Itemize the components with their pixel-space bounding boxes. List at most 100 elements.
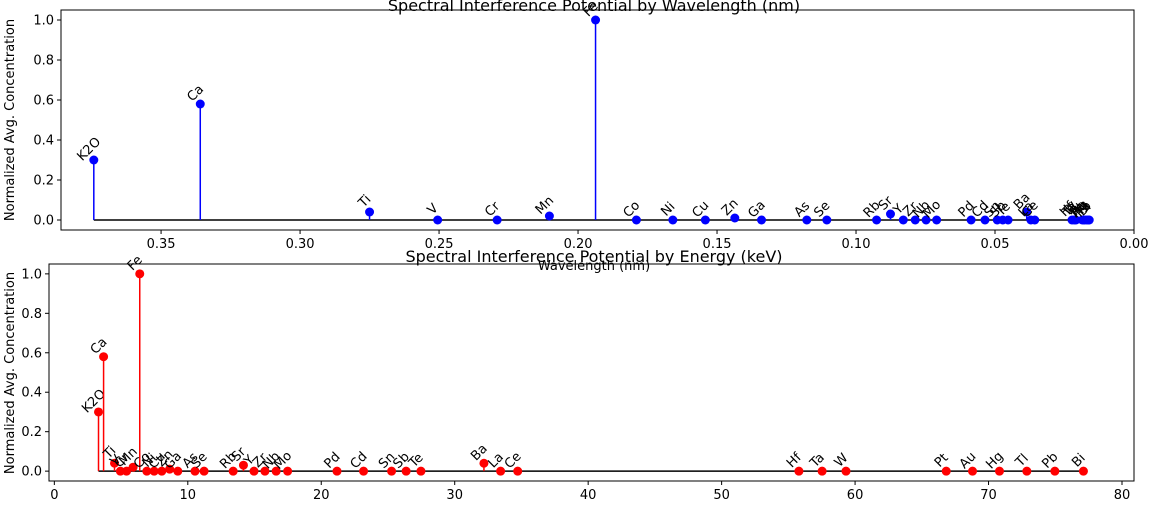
stem-marker <box>700 215 710 225</box>
stem-marker <box>416 466 426 476</box>
x-axis-label: Wavelength (nm) <box>538 259 650 274</box>
chart-title: Spectral Interference Potential by Wavel… <box>388 0 800 15</box>
stem-marker <box>401 466 411 476</box>
stem-marker <box>802 215 812 225</box>
x-tick-label: 0.20 <box>564 237 593 252</box>
x-tick-label: 0.15 <box>703 237 732 252</box>
stem-marker <box>898 215 908 225</box>
stem-marker <box>149 466 159 476</box>
stem-marker <box>757 215 767 225</box>
y-tick-label: 0.8 <box>21 307 42 322</box>
stem-marker <box>668 215 678 225</box>
stem-marker <box>1071 215 1081 225</box>
stem-marker <box>260 466 270 476</box>
stem-marker <box>980 215 990 225</box>
x-tick-label: 0.25 <box>425 237 454 252</box>
stem-marker <box>817 466 827 476</box>
stem-marker <box>591 15 601 25</box>
x-tick-label: 10 <box>180 488 197 503</box>
stem-marker <box>135 269 145 279</box>
stem-marker <box>283 466 293 476</box>
element-label: V <box>425 201 442 218</box>
stem-marker <box>822 215 832 225</box>
stem-marker <box>730 213 740 223</box>
y-axis-label: Normalized Avg. Concentration <box>3 272 18 474</box>
stem-marker <box>968 466 978 476</box>
x-tick-label: 0.30 <box>286 237 315 252</box>
stem-marker <box>249 466 259 476</box>
stem-marker <box>142 466 152 476</box>
stem-marker <box>921 215 931 225</box>
stem-marker <box>1022 207 1032 217</box>
stem-marker <box>941 466 951 476</box>
y-tick-label: 0.4 <box>33 134 54 149</box>
stem-marker <box>910 215 920 225</box>
x-tick-label: 60 <box>847 488 864 503</box>
x-tick-label: 20 <box>313 488 330 503</box>
stem-marker <box>1050 466 1060 476</box>
stem-marker <box>885 209 895 219</box>
stem-marker <box>872 215 882 225</box>
stem-marker <box>228 466 238 476</box>
stem-marker <box>794 466 804 476</box>
stem-marker <box>199 466 209 476</box>
y-tick-label: 0.2 <box>21 425 42 440</box>
stem-marker <box>122 466 132 476</box>
x-tick-label: 30 <box>446 488 463 503</box>
plot-frame <box>60 9 1135 231</box>
x-tick-label: 0.00 <box>1120 237 1149 252</box>
x-tick-label: 0.35 <box>147 237 176 252</box>
y-tick-label: 0.6 <box>21 346 42 361</box>
stem-marker <box>238 460 248 470</box>
stem-marker <box>332 466 342 476</box>
stem-marker <box>544 211 554 221</box>
x-tick-label: 50 <box>713 488 730 503</box>
stem-marker <box>94 407 104 417</box>
stem-marker <box>99 352 109 362</box>
stem-marker <box>195 99 205 109</box>
element-label: Cr <box>482 199 503 220</box>
x-tick-label: 40 <box>580 488 597 503</box>
stem-marker <box>1084 215 1094 225</box>
stem-marker <box>271 466 281 476</box>
y-tick-label: 1.0 <box>21 267 42 282</box>
stem-marker <box>157 466 167 476</box>
y-tick-label: 0.2 <box>33 174 54 189</box>
element-label: K2O <box>79 387 109 417</box>
y-tick-label: 0.0 <box>21 465 42 480</box>
stem-marker <box>496 466 506 476</box>
stem-marker <box>1078 466 1088 476</box>
stem-marker <box>932 215 942 225</box>
stem-marker <box>841 466 851 476</box>
y-tick-label: 0.8 <box>33 54 54 69</box>
x-tick-label: 0.05 <box>981 237 1010 252</box>
stem-marker <box>1003 215 1013 225</box>
y-tick-label: 0.0 <box>33 214 54 229</box>
stem-marker <box>387 466 397 476</box>
element-label: K2O <box>74 135 104 165</box>
stem-marker <box>994 466 1004 476</box>
y-tick-label: 0.6 <box>33 94 54 109</box>
stem-marker <box>492 215 502 225</box>
stem-marker <box>165 464 175 474</box>
stem-marker <box>966 215 976 225</box>
chart-title: Spectral Interference Potential by Energ… <box>405 247 782 266</box>
x-tick-label: 80 <box>1114 488 1131 503</box>
y-tick-label: 0.4 <box>21 386 42 401</box>
plot-frame <box>48 263 1135 482</box>
stem-marker <box>631 215 641 225</box>
stem-marker <box>359 466 369 476</box>
x-tick-label: 70 <box>980 488 997 503</box>
stem-marker <box>365 207 375 217</box>
stem-marker <box>110 458 120 468</box>
stem-marker <box>173 466 183 476</box>
x-tick-label: 0.10 <box>842 237 871 252</box>
stem-marker <box>190 466 200 476</box>
stem-marker <box>479 458 489 468</box>
stem-marker <box>433 215 443 225</box>
stem-marker <box>1030 215 1040 225</box>
stem-marker <box>1022 466 1032 476</box>
y-tick-label: 1.0 <box>33 14 54 29</box>
